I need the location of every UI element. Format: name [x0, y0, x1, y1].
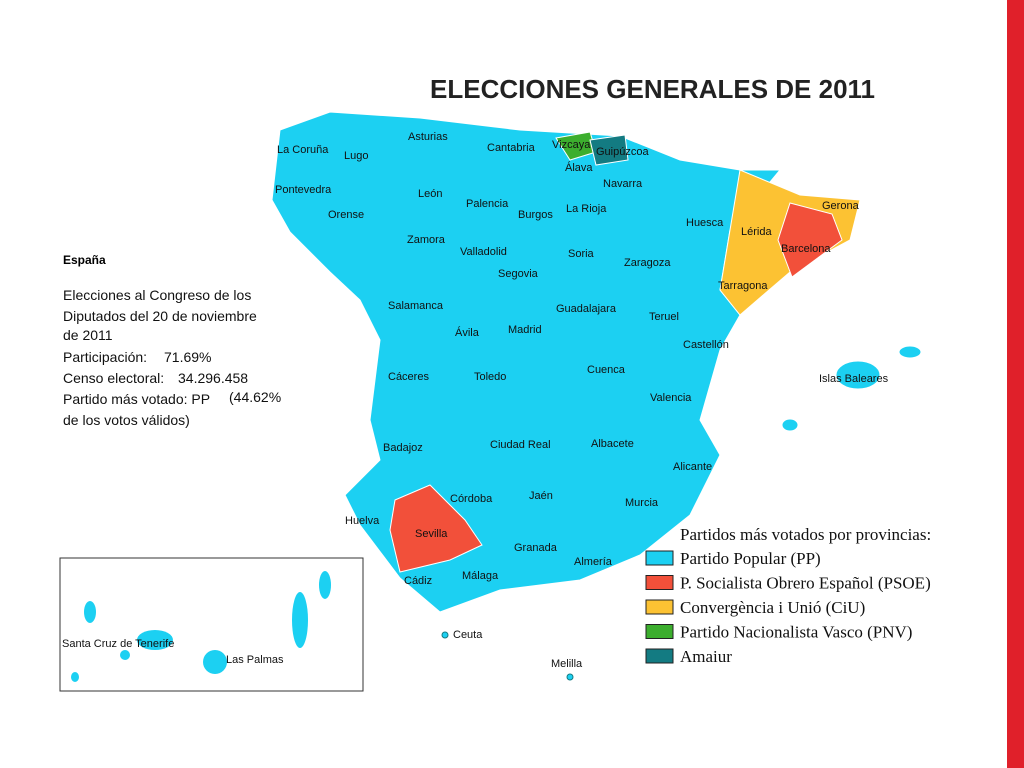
province-label: Ciudad Real — [490, 439, 551, 451]
province-label: Santa Cruz de Tenerife — [62, 638, 174, 650]
legend-label: Partido Popular (PP) — [680, 549, 821, 568]
province-label: Melilla — [551, 658, 583, 670]
legend-swatch — [645, 575, 674, 590]
spain — [271, 111, 782, 613]
province-label: Jaén — [529, 490, 553, 502]
legend-label: Partido Nacionalista Vasco (PNV) — [680, 623, 912, 642]
ceuta-dot — [441, 631, 449, 639]
canary-inset — [59, 557, 364, 692]
winner-share: (44.62% — [229, 389, 281, 405]
province-label: Castellón — [683, 339, 729, 351]
participation: 71.69% — [164, 349, 211, 365]
province-label: Sevilla — [415, 528, 448, 540]
province-label: Barcelona — [781, 243, 831, 255]
country: España — [63, 253, 106, 267]
province-label: Badajoz — [383, 442, 423, 454]
province-label: La Coruña — [277, 144, 329, 156]
province-label: Orense — [328, 209, 364, 221]
info-line: Elecciones al Congreso de los — [63, 287, 251, 303]
province-label: Málaga — [462, 570, 499, 582]
province-label: Huesca — [686, 217, 724, 229]
province-label: Toledo — [474, 371, 506, 383]
province-label: Guipúzcoa — [596, 146, 649, 158]
province-label: Zaragoza — [624, 257, 671, 269]
island — [835, 360, 881, 390]
province-label: Granada — [514, 542, 558, 554]
canary-islands — [71, 571, 331, 682]
province-label: Huelva — [345, 515, 380, 527]
province-label: Alicante — [673, 461, 712, 473]
province-label: Cuenca — [587, 364, 626, 376]
province-label: Vizcaya — [552, 139, 591, 151]
title: ELECCIONES GENERALES DE 2011 — [430, 74, 875, 104]
province-label: Pontevedra — [275, 184, 332, 196]
map — [271, 111, 922, 681]
side-bar — [1007, 0, 1024, 768]
sevilla — [389, 484, 483, 573]
info-line: de 2011 — [63, 327, 113, 343]
province-label: León — [418, 188, 442, 200]
province-label: Lérida — [741, 226, 772, 238]
legend-swatch — [645, 624, 674, 639]
legend-label: Convergència i Unió (CiU) — [680, 598, 865, 617]
province-label: Ávila — [455, 326, 480, 339]
province-label: Madrid — [508, 324, 542, 336]
province-label: Las Palmas — [226, 654, 284, 666]
melilla-dot — [566, 673, 574, 681]
province-label: Salamanca — [388, 300, 444, 312]
province-label: Navarra — [603, 178, 643, 190]
province-label: Albacete — [591, 438, 634, 450]
info-line: Diputados del 20 de noviembre — [63, 308, 257, 324]
province-label: Almería — [574, 556, 613, 568]
province-label: Asturias — [408, 131, 448, 143]
province-label: Zamora — [407, 234, 446, 246]
census: 34.296.458 — [178, 370, 248, 386]
legend-label: Amaiur — [680, 647, 732, 666]
province-label: Tarragona — [718, 280, 768, 292]
province-label: Valladolid — [460, 246, 507, 258]
census-label: Censo electoral: — [63, 370, 164, 386]
legend-swatch — [645, 648, 674, 664]
province-label: Cáceres — [388, 371, 429, 383]
province-label: Soria — [568, 248, 595, 260]
province-label: Lugo — [344, 150, 368, 162]
guipuzcoa — [589, 134, 629, 166]
barcelona — [777, 202, 843, 278]
province-label: Palencia — [466, 198, 509, 210]
participation-label: Participación: — [63, 349, 147, 365]
island — [781, 418, 799, 432]
province-label: Valencia — [650, 392, 692, 404]
province-label: Teruel — [649, 311, 679, 323]
province-label: Álava — [565, 161, 593, 174]
province-label: Murcia — [625, 497, 659, 509]
province-label: Cádiz — [404, 575, 432, 587]
province-label: Ceuta — [453, 629, 483, 641]
legend-swatch — [645, 599, 674, 615]
province-label: La Rioja — [566, 203, 607, 215]
province-label: Burgos — [518, 209, 553, 221]
province-label: Córdoba — [450, 493, 493, 505]
winner-label: Partido más votado: PP — [63, 391, 210, 407]
legend-title: Partidos más votados por provincias: — [680, 525, 931, 544]
winner-tail: de los votos válidos) — [63, 412, 190, 428]
island — [898, 345, 922, 359]
province-label: Islas Baleares — [819, 373, 889, 385]
province-label: Segovia — [498, 268, 539, 280]
province-label: Cantabria — [487, 142, 536, 154]
province-label: Gerona — [822, 200, 860, 212]
legend-label: P. Socialista Obrero Español (PSOE) — [680, 574, 931, 593]
province-label: Guadalajara — [556, 303, 617, 315]
legend-swatch — [645, 550, 674, 566]
